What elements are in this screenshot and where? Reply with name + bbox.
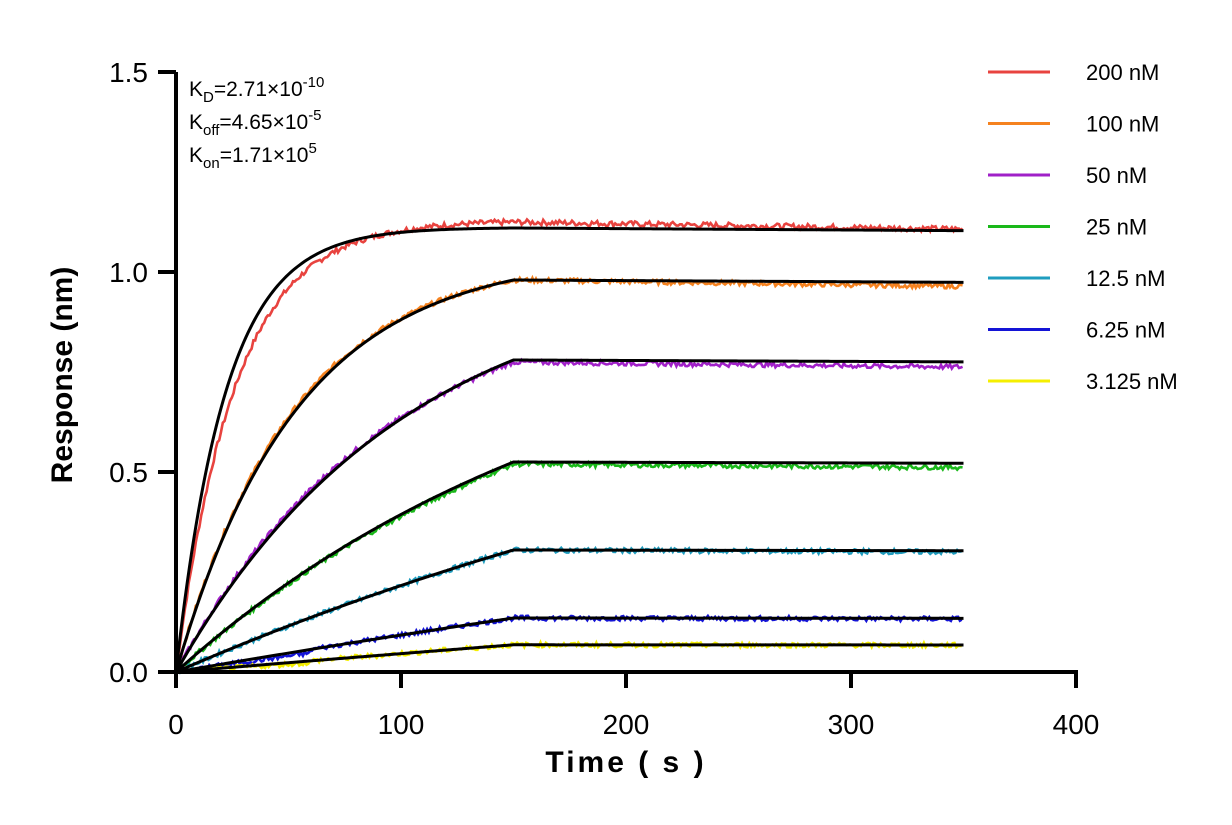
series-line <box>174 274 963 675</box>
legend-label: 3.125 nM <box>1086 369 1178 394</box>
legend: 200 nM 100 nM 50 nM 25 nM 12.5 nM 6.25 nM 3.12… <box>988 60 1178 394</box>
y-tick-label: 0.5 <box>109 457 148 488</box>
x-tick-label: 300 <box>828 709 875 740</box>
series-line <box>175 459 963 674</box>
y-axis-title: Response (nm) <box>46 267 79 484</box>
kinetic-parameter: Koff=4.65×10-5 <box>189 107 322 139</box>
legend-label: 200 nM <box>1086 60 1159 85</box>
x-tick-label: 100 <box>378 709 425 740</box>
series-line <box>174 216 964 673</box>
kinetic-parameter: Kon=1.71×105 <box>189 140 317 172</box>
x-tick-label: 400 <box>1053 709 1100 740</box>
y-tick-label: 1.5 <box>109 57 148 88</box>
x-tick-label: 0 <box>168 709 184 740</box>
legend-label: 6.25 nM <box>1086 318 1166 343</box>
fit-line <box>175 643 964 674</box>
y-ticks: 0.0 0.5 1.0 1.5 <box>109 57 176 688</box>
x-ticks: 0 100 200 300 400 <box>168 672 1099 740</box>
fit-line <box>174 358 964 673</box>
fit-line <box>175 548 964 674</box>
legend-label: 50 nM <box>1086 163 1147 188</box>
y-tick-label: 0.0 <box>109 657 148 688</box>
fit-line <box>174 460 964 674</box>
plot-curves <box>174 216 964 675</box>
legend-label: 25 nM <box>1086 215 1147 240</box>
y-tick-label: 1.0 <box>109 257 148 288</box>
x-tick-label: 200 <box>603 709 650 740</box>
fit-line <box>174 226 964 673</box>
legend-label: 100 nM <box>1086 112 1159 137</box>
series-line <box>197 638 962 675</box>
fit-curves <box>174 226 964 674</box>
kinetic-parameter: KD=2.71×10-10 <box>189 74 324 106</box>
fit-line <box>174 278 964 673</box>
fit-line <box>175 616 964 674</box>
x-axis-title: Time ( s ) <box>545 746 706 779</box>
legend-label: 12.5 nM <box>1086 266 1166 291</box>
